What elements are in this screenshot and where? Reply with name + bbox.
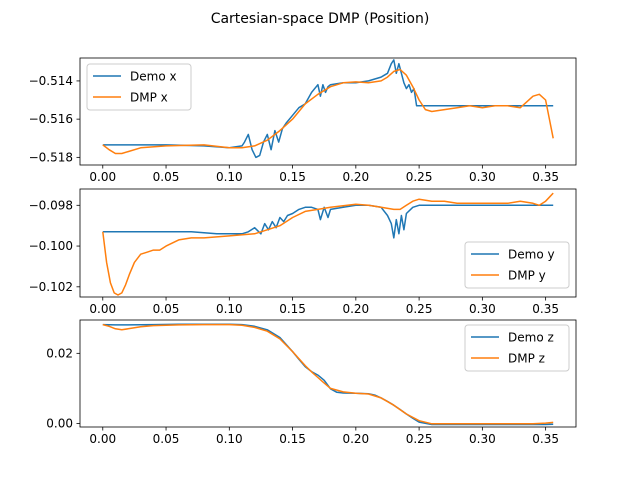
- y-tick-label: −0.098: [29, 198, 73, 212]
- x-tick-label: 0.05: [153, 170, 180, 184]
- legend: Demo z DMP z: [464, 324, 570, 372]
- x-tick-label: 0.10: [216, 302, 243, 316]
- x-tick-label: 0.00: [89, 170, 116, 184]
- axes-frame: [79, 57, 577, 166]
- legend-label: Demo z: [508, 331, 554, 345]
- legend-label: DMP x: [130, 91, 168, 105]
- y-tick-label: −0.514: [29, 74, 73, 88]
- subplot-3: 0.00 0.05 0.10 0.15 0.20 0.25 0.30 0.35 0.02 0.00…: [46, 319, 577, 446]
- y-tick-label: −0.102: [29, 280, 73, 294]
- subplots: 0.00 0.05 0.10 0.15 0.20 0.25 0.30 0.35 −0.514 −0…: [29, 57, 577, 446]
- series-line-demo-y: [102, 204, 554, 239]
- series-line-dmp-x: [102, 68, 554, 155]
- x-tick-label: 0.10: [216, 432, 243, 446]
- axes-frame: [79, 319, 577, 428]
- subplot-2: 0.00 0.05 0.10 0.15 0.20 0.25 0.30 0.35 −0.098 −0…: [29, 188, 577, 316]
- x-tick-label: 0.00: [89, 302, 116, 316]
- figure-title: Cartesian-space DMP (Position): [211, 11, 430, 27]
- x-tick-label: 0.25: [406, 302, 433, 316]
- x-tick-label: 0.20: [342, 302, 369, 316]
- y-tick-label: −0.100: [29, 239, 73, 253]
- y-tick-label: −0.518: [29, 150, 73, 164]
- y-tick-label: −0.516: [29, 112, 73, 126]
- x-tick-label: 0.15: [279, 170, 306, 184]
- x-tick-label: 0.35: [532, 302, 559, 316]
- y-tick-label: 0.00: [46, 416, 73, 430]
- axes-frame: [79, 188, 577, 298]
- legend-label: Demo x: [130, 70, 177, 84]
- x-tick-label: 0.15: [279, 432, 306, 446]
- x-tick-label: 0.05: [153, 302, 180, 316]
- x-tick-label: 0.20: [342, 170, 369, 184]
- x-tick-label: 0.25: [406, 432, 433, 446]
- x-tick-label: 0.35: [532, 170, 559, 184]
- x-tick-label: 0.05: [153, 432, 180, 446]
- legend: Demo x DMP x: [86, 63, 192, 111]
- series-line-dmp-y: [102, 192, 554, 296]
- x-tick-label: 0.15: [279, 302, 306, 316]
- series-line-demo-x: [102, 59, 554, 159]
- legend-label: DMP z: [508, 352, 545, 366]
- x-tick-label: 0.35: [532, 432, 559, 446]
- x-tick-label: 0.00: [89, 432, 116, 446]
- legend-label: Demo y: [508, 248, 555, 262]
- x-tick-label: 0.25: [406, 170, 433, 184]
- legend-label: DMP y: [508, 269, 546, 283]
- x-tick-label: 0.20: [342, 432, 369, 446]
- x-tick-label: 0.30: [469, 432, 496, 446]
- legend: Demo y DMP y: [464, 241, 570, 289]
- subplot-1: 0.00 0.05 0.10 0.15 0.20 0.25 0.30 0.35 −0.514 −0…: [29, 57, 577, 184]
- x-tick-label: 0.30: [469, 170, 496, 184]
- y-tick-label: 0.02: [46, 346, 73, 360]
- x-tick-label: 0.30: [469, 302, 496, 316]
- x-tick-label: 0.10: [216, 170, 243, 184]
- series-line-dmp-z: [102, 323, 554, 425]
